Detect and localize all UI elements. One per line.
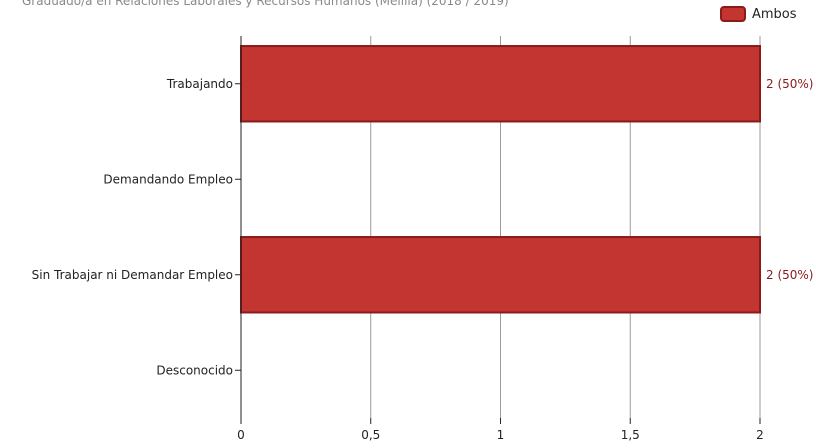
data-label: 2 (50%) xyxy=(766,268,813,282)
axis-layer xyxy=(235,36,761,424)
legend[interactable]: Ambos xyxy=(720,6,797,22)
x-tick-label: 1,5 xyxy=(621,428,640,442)
y-tick-label: Sin Trabajar ni Demandar Empleo xyxy=(32,268,233,282)
x-tick-label: 0,5 xyxy=(361,428,380,442)
y-tick-label: Trabajando xyxy=(166,77,233,91)
y-tick-label: Demandando Empleo xyxy=(103,172,233,186)
label-layer: 0 0,5 1 1,5 2 Trabajando 2 (50%) Demandando Emp… xyxy=(32,77,814,442)
chart-title: Graduado/a en Relaciones Laborales y Rec… xyxy=(22,0,509,8)
x-tick-label: 1 xyxy=(497,428,505,442)
y-tick-label: Desconocido xyxy=(156,363,233,377)
x-tick-label: 0 xyxy=(237,428,245,442)
bar-layer xyxy=(240,45,761,314)
bar[interactable] xyxy=(240,45,761,123)
x-tick-label: 2 xyxy=(756,428,764,442)
bar[interactable] xyxy=(240,236,761,314)
data-label: 2 (50%) xyxy=(766,77,813,91)
legend-label: Ambos xyxy=(752,6,797,22)
legend-swatch xyxy=(720,6,746,22)
